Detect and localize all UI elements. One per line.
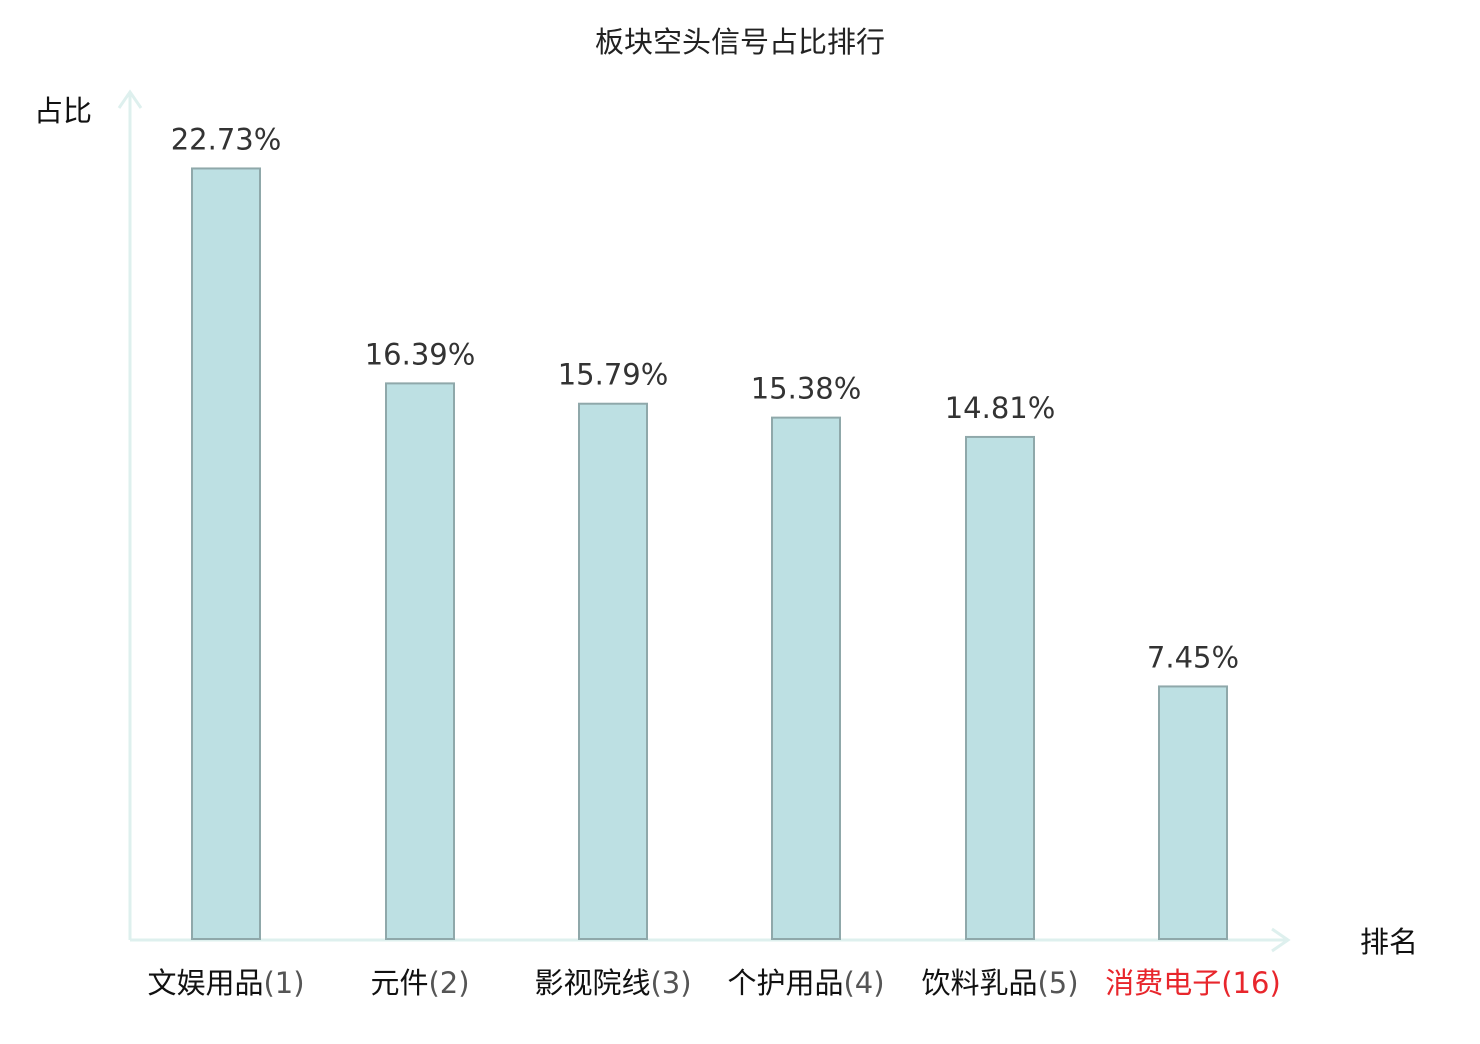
- x-axis-label: 排名: [1360, 925, 1418, 959]
- x-tick-category-name: 文娱用品: [147, 966, 263, 1000]
- y-axis-label: 占比: [34, 94, 92, 128]
- bar: [965, 435, 1035, 940]
- value-labels-group: 22.73% 16.39% 15.79% 15.38% 14.81% 7.45%: [171, 122, 1239, 674]
- bar-value-label: 22.73%: [171, 122, 282, 156]
- x-tick-label: 文娱用品(1): [147, 966, 304, 1000]
- x-tick-label: 个护用品(4): [727, 966, 884, 1000]
- bar-value-label: 14.81%: [945, 391, 1056, 425]
- bar: [578, 402, 648, 940]
- x-tick-rank: (3): [650, 966, 691, 1000]
- x-tick-rank: (5): [1037, 966, 1078, 1000]
- x-tick-labels-group: 文娱用品(1) 元件(2) 影视院线(3) 个护用品(4) 饮料乳品(5) 消费电子(16…: [147, 966, 1280, 1000]
- bar: [191, 167, 261, 940]
- bar-value-label: 7.45%: [1147, 640, 1239, 674]
- x-tick-label: 饮料乳品(5): [921, 966, 1078, 1000]
- bars-group: [191, 167, 1228, 941]
- bar-value-label: 16.39%: [365, 337, 476, 371]
- x-tick-category-name: 饮料乳品: [921, 966, 1037, 1000]
- x-tick-label: 消费电子(16): [1105, 966, 1281, 1000]
- x-tick-label: 影视院线(3): [534, 966, 691, 1000]
- bar-value-label: 15.38%: [751, 372, 862, 406]
- x-tick-category-name: 消费电子: [1105, 966, 1221, 1000]
- x-axis-arrow-icon: [1271, 927, 1291, 953]
- x-tick-category-name: 元件: [370, 966, 428, 1000]
- x-tick-rank: (16): [1221, 966, 1281, 1000]
- x-tick-label: 元件(2): [370, 966, 469, 1000]
- chart-title: 板块空头信号占比排行: [595, 25, 885, 59]
- bar-value-label: 15.79%: [558, 358, 669, 392]
- y-axis-arrow-icon: [117, 89, 143, 109]
- x-tick-rank: (4): [843, 966, 884, 1000]
- bar: [1158, 685, 1228, 940]
- x-tick-rank: (1): [263, 966, 304, 1000]
- bar: [385, 382, 455, 940]
- x-tick-category-name: 影视院线: [534, 966, 650, 1000]
- bar: [771, 416, 841, 941]
- x-tick-category-name: 个护用品: [727, 966, 843, 1000]
- x-tick-rank: (2): [428, 966, 469, 1000]
